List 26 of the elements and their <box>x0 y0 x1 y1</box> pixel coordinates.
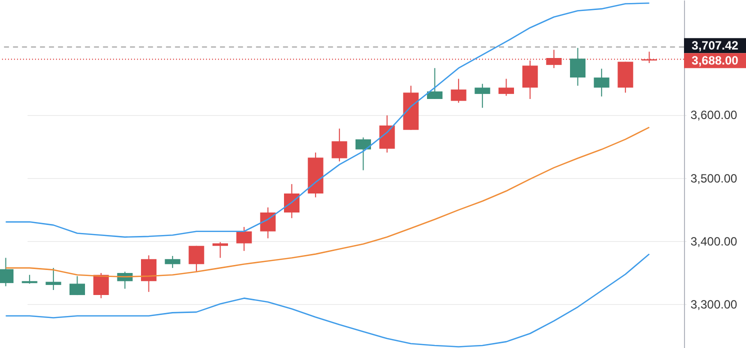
candlestick <box>284 184 300 219</box>
candlestick <box>188 245 204 272</box>
candlestick <box>260 206 276 239</box>
line-series <box>5 253 650 348</box>
y-tick-label: 3,300.00 <box>690 297 738 312</box>
ref-line-label: 3,688.00 <box>692 54 739 68</box>
y-tick-label: 3,500.00 <box>690 171 738 186</box>
candlestick <box>356 136 371 171</box>
candlestick <box>141 254 156 292</box>
candlestick <box>236 226 252 252</box>
ref-line-label: 3,707.42 <box>692 38 739 53</box>
candlestick <box>594 68 610 97</box>
candlestick <box>450 78 466 104</box>
candlestick <box>93 272 109 299</box>
candlestick <box>498 78 514 96</box>
y-tick-label: 3,600.00 <box>690 108 738 122</box>
candlestick <box>474 83 490 108</box>
candlestick <box>379 114 395 154</box>
candlestick <box>212 242 228 258</box>
candlestick <box>427 68 442 100</box>
y-tick-label: 3,400.00 <box>690 234 738 248</box>
candlestick <box>70 276 85 296</box>
candlestick <box>332 128 348 162</box>
candlestick <box>164 255 180 268</box>
candlestick <box>46 267 62 290</box>
candlestick <box>570 47 586 86</box>
